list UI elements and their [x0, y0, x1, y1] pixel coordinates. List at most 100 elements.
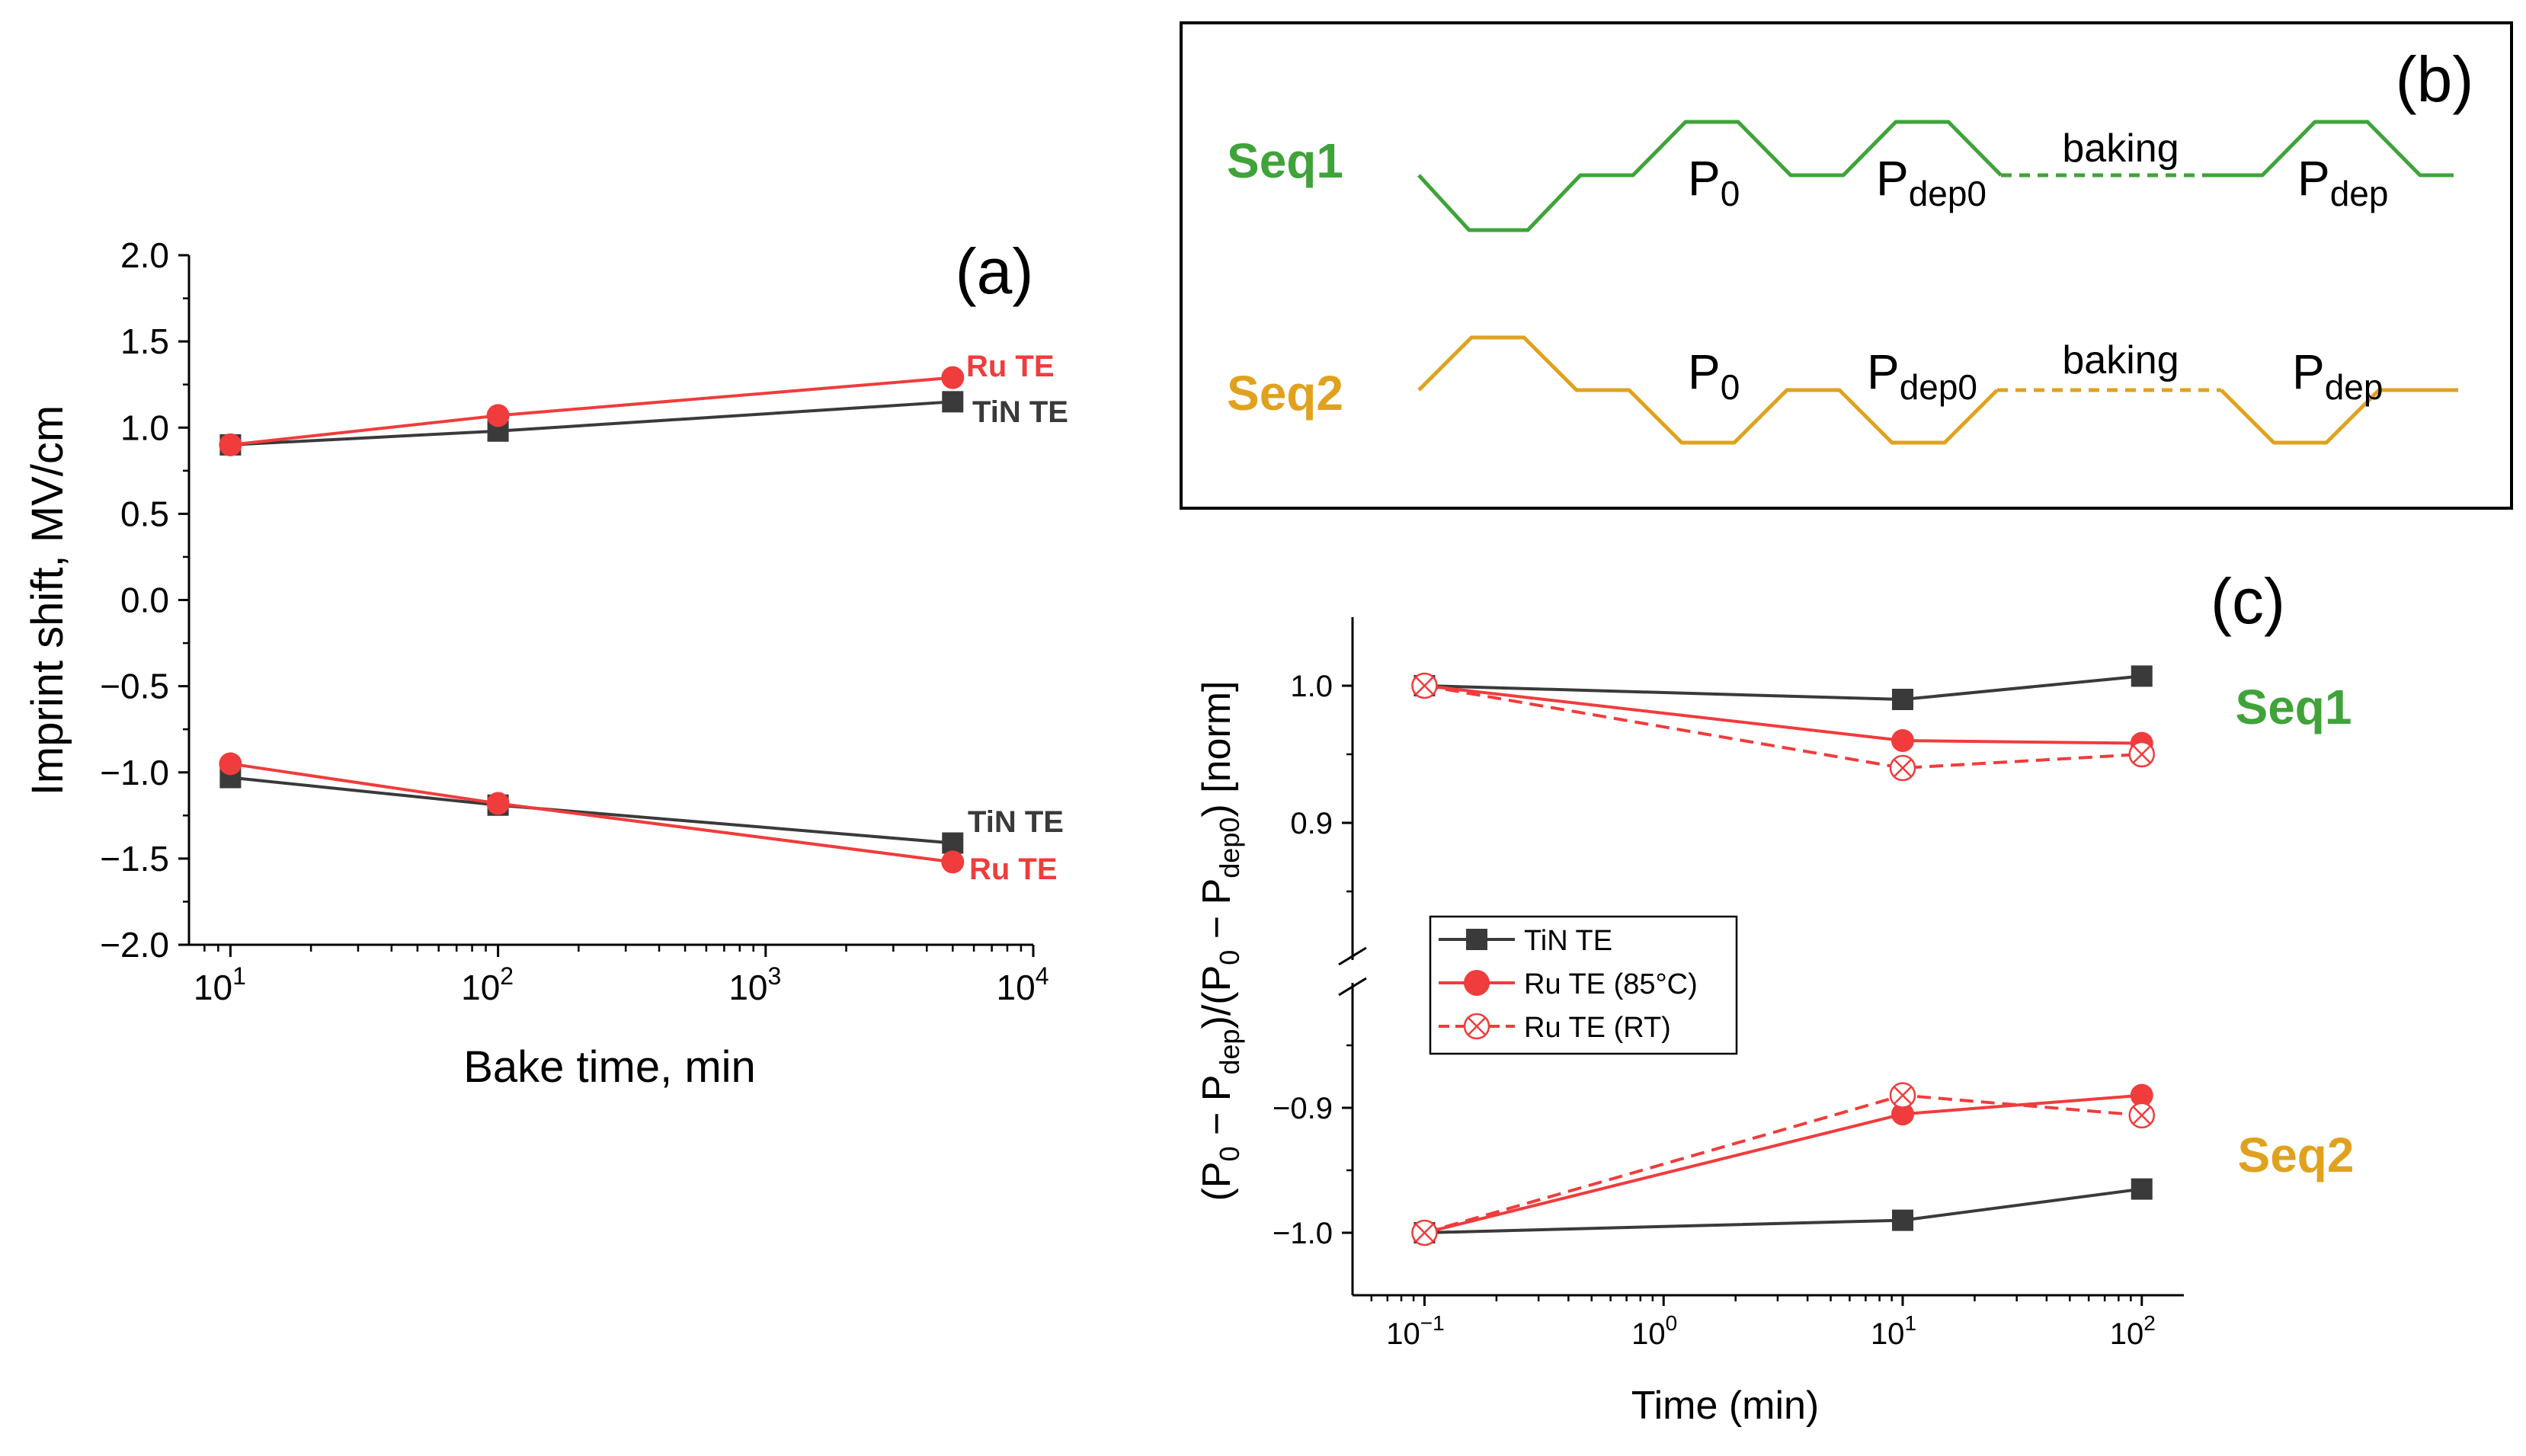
seq1-waveform-after-bake — [2210, 120, 2454, 178]
seq1-pdep-label: Pdep — [2297, 151, 2388, 213]
legend-marker-tin — [1466, 929, 1487, 950]
panel-c-x-tick-label: 101 — [1871, 1311, 1916, 1351]
panel-a-x-tick-label: 101 — [194, 962, 246, 1007]
panel-c-series — [1411, 665, 2155, 1246]
panel-a-series-line-2 — [230, 776, 953, 845]
panel-c-x-label: Time (min) — [1631, 1384, 1820, 1428]
panel-c-data-point-cross-b — [1894, 759, 1912, 777]
panel-a-y-tick-label: 1.5 — [120, 322, 169, 361]
panel-c-data-point — [1889, 754, 1916, 782]
panel-a-y-tick-label: −1.0 — [100, 753, 169, 792]
panel-a-y-tick-label: −2.0 — [100, 925, 169, 965]
panel-a-data-point — [486, 404, 510, 427]
panel-c-series-line-0 — [1424, 674, 2142, 702]
seq1-waveform — [1417, 120, 2003, 232]
panel-a-y-label: Imprint shift, MV/cm — [23, 405, 72, 795]
panel-b-label: (b) — [2396, 43, 2474, 115]
panel-a-x-tick-label: 102 — [461, 962, 514, 1007]
panel-a-series-label-ru-upper: Ru TE — [966, 350, 1055, 383]
panel-c-series-line-4 — [1423, 1093, 2142, 1234]
legend-marker-ru-rt — [1463, 1013, 1490, 1040]
panel-a-data-point — [486, 792, 510, 815]
panel-a-axes — [187, 255, 1033, 946]
panel-c-series-line-2 — [1424, 684, 2142, 770]
seq2-row-label: Seq2 — [1227, 366, 1343, 421]
panel-a-y-tick-label: 2.0 — [120, 235, 169, 275]
panel-a-chart: 2.01.51.00.50.0−0.5−1.0−1.5−2.0 101 102 10… — [23, 235, 1068, 1092]
panel-c-x-ticks: 10−1 100 101 102 — [1370, 1295, 2156, 1351]
panel-a-label: (a) — [956, 235, 1034, 307]
panel-a-data-point — [941, 850, 965, 874]
legend-label-tin: TiN TE — [1524, 925, 1612, 957]
panel-c-data-point-cross-b — [2132, 745, 2151, 763]
panel-c-axis-break-mark — [1338, 946, 1367, 966]
panel-a-x-label: Bake time, min — [463, 1042, 756, 1092]
panel-c-y-label: (P0 − Pdep)/(P0 − Pdep0) [norm] — [1195, 680, 1245, 1201]
panel-c-data-point-cross-b — [1894, 1086, 1912, 1105]
panel-a-x-tick-label: 103 — [728, 962, 781, 1007]
panel-c-x-tick-label: 102 — [2110, 1311, 2156, 1351]
panel-c-y-ticks: 1.0 0.9 −0.9 −1.0 — [1273, 670, 1353, 1250]
panel-c-data-point — [1891, 1209, 1913, 1231]
seq2-waveform-after-bake — [2220, 388, 2458, 445]
panel-c-data-point — [2130, 1083, 2153, 1107]
panel-a-data-point — [219, 433, 242, 456]
legend-marker-ru-85 — [1464, 970, 1490, 996]
panel-a-series-label-tin-upper: TiN TE — [972, 395, 1068, 429]
legend-label-ru-rt: Ru TE (RT) — [1524, 1012, 1671, 1044]
panel-a-data-point — [219, 752, 242, 776]
panel-c-data-point — [1889, 1082, 1916, 1109]
panel-c-data-point — [1890, 1102, 1914, 1126]
panel-c-data-point — [2131, 1178, 2153, 1200]
panel-b-frame — [1180, 21, 2513, 510]
seq2-pdep-label: Pdep — [2292, 344, 2383, 407]
panel-c-seq2-annotation: Seq2 — [2238, 1128, 2355, 1182]
panel-a-series-label-ru-lower: Ru TE — [969, 853, 1058, 886]
panel-c-label: (c) — [2211, 565, 2285, 637]
panel-c-y-tick-label: −0.9 — [1273, 1092, 1333, 1125]
panel-a-x-ticks: 101 102 103 104 — [194, 945, 1049, 1007]
panel-c-axis-break-mark — [1338, 977, 1367, 997]
panel-c-series-line-5 — [1423, 1093, 2142, 1234]
panel-c-data-point — [2128, 741, 2155, 768]
panel-a-x-tick-label: 104 — [997, 962, 1049, 1007]
panel-c-x-tick-label: 10−1 — [1386, 1311, 1444, 1351]
legend-label-ru-85: Ru TE (85°C) — [1524, 968, 1698, 1000]
panel-b-diagram: (b) Seq1 baking P0 Pdep0 Pdep Seq2 bakin… — [1180, 21, 2513, 510]
seq1-p0-label: P0 — [1688, 151, 1740, 213]
panel-c-data-point-cross-b — [1415, 677, 1434, 695]
panel-c-data-point — [1891, 689, 1913, 710]
seq2-p0-label: P0 — [1688, 344, 1740, 407]
panel-c-y-tick-label: −1.0 — [1273, 1217, 1333, 1250]
seq1-row-label: Seq1 — [1227, 133, 1343, 188]
panel-a-series-label-tin-lower: TiN TE — [968, 805, 1064, 839]
panel-c-chart: 1.0 0.9 −0.9 −1.0 10−1 100 101 102 (c) Seq1 Se… — [1195, 565, 2354, 1428]
panel-c-x-tick-label: 100 — [1631, 1311, 1677, 1351]
panel-a-y-ticks: 2.0 1.5 1.0 0.5 0.0 −0.5 −1.0 −1.5 −2.0 — [100, 235, 189, 965]
panel-c-seq1-annotation: Seq1 — [2236, 680, 2352, 734]
panel-c-y-tick-label: 0.9 — [1290, 807, 1333, 840]
panel-c-data-point-cross-b — [2132, 1106, 2151, 1125]
seq2-pdep0-label: Pdep0 — [1867, 344, 1977, 407]
panel-c-legend: TiN TE Ru TE (85°C) Ru TE (RT) — [1429, 915, 1738, 1055]
panel-c-data-point — [1890, 729, 1914, 752]
panel-c-data-point — [2131, 665, 2153, 687]
panel-a-data-point — [942, 832, 964, 854]
panel-c-series-line-3 — [1424, 1187, 2143, 1234]
panel-a-y-tick-label: −0.5 — [100, 667, 169, 706]
panel-c-series-line-1 — [1424, 684, 2142, 745]
seq1-baking-label: baking — [2062, 126, 2179, 171]
panel-a-y-tick-label: 0.0 — [120, 581, 169, 620]
panel-a-data-point — [941, 366, 965, 389]
panel-c-data-point — [1411, 1219, 1438, 1246]
panel-c-axes — [1338, 617, 2184, 1297]
panel-a-y-tick-label: −1.5 — [100, 839, 169, 878]
seq1-pdep0-label: Pdep0 — [1876, 151, 1987, 213]
panel-a-y-tick-label: 1.0 — [120, 408, 169, 447]
panel-a-data-point — [942, 391, 964, 413]
panel-c-data-point — [1411, 672, 1438, 699]
panel-a-series — [219, 366, 965, 874]
panel-a-series-line-1 — [230, 376, 953, 446]
panel-a-y-tick-label: 0.5 — [120, 494, 169, 533]
